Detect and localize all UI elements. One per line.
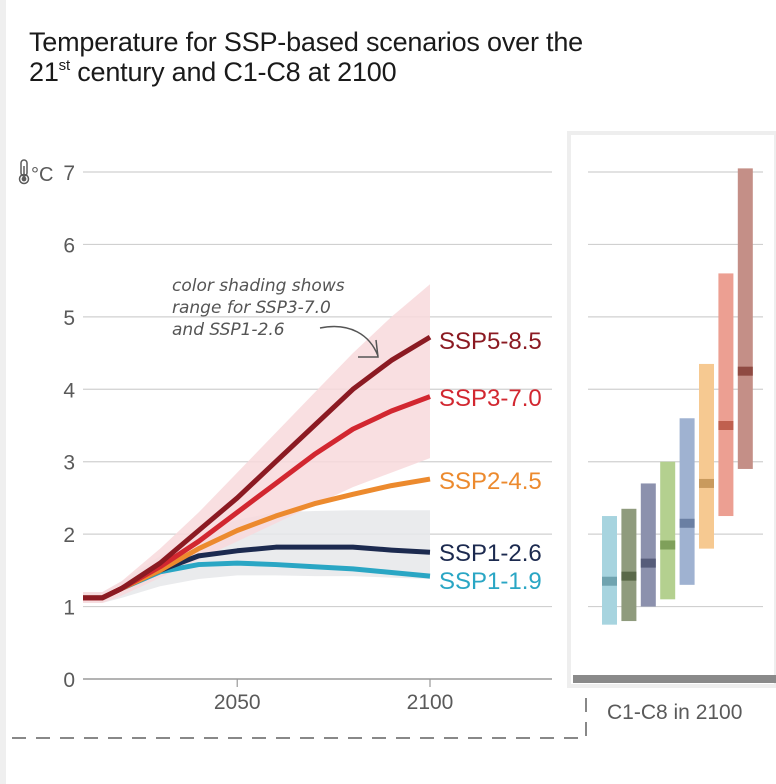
- title-21: 21: [29, 57, 59, 87]
- median-c6: [699, 478, 714, 488]
- y-tick-label: 5: [63, 307, 75, 330]
- series-lines: [83, 334, 432, 601]
- title-line-2: 21st century and C1-C8 at 2100: [29, 57, 583, 87]
- series-label-ssp2-4.5: SSP2-4.5: [439, 468, 542, 495]
- bar-c1: [602, 516, 617, 625]
- series-label-ssp5-8.5: SSP5-8.5: [439, 328, 542, 355]
- y-tick-label: 2: [63, 524, 75, 547]
- y-tick-label: 7: [63, 162, 75, 185]
- x-tick-labels: 2050 2100: [214, 679, 453, 714]
- y-tick-labels: 0 1 2 3 4 5 6 7: [63, 162, 75, 692]
- gridlines: [83, 171, 552, 680]
- y-tick-label: 4: [63, 379, 75, 402]
- title-rest: century and C1-C8 at 2100: [69, 57, 397, 87]
- median-c5: [679, 518, 695, 528]
- shading-bands: [83, 284, 430, 603]
- median-c1: [602, 576, 617, 586]
- series-label-ssp1-1.9: SSP1-1.9: [439, 568, 542, 595]
- series-label-ssp1-2.6: SSP1-2.6: [439, 540, 542, 567]
- band-ssp1-2-6-range: [83, 510, 430, 603]
- right-panel-label: C1-C8 in 2100: [607, 701, 742, 724]
- x-tick-label: 2050: [214, 691, 261, 714]
- bar-c8: [737, 168, 753, 469]
- annotation-line-1: color shading shows: [172, 276, 345, 296]
- annotation: color shading shows range for SSP3-7.0 a…: [172, 276, 379, 358]
- bar-c4: [660, 461, 676, 600]
- title-superscript: st: [58, 57, 70, 74]
- y-tick-label: 3: [63, 452, 75, 475]
- series-line-ssp5-8.5: [83, 334, 432, 601]
- left-edge-bar: [0, 0, 6, 784]
- bar-c2: [621, 508, 637, 622]
- unit-label: °C: [31, 164, 53, 186]
- y-tick-label: 1: [63, 597, 75, 620]
- median-c2: [621, 571, 637, 581]
- annotation-arrowhead-icon: [358, 339, 379, 358]
- annotation-line-3: and SSP1-2.6: [172, 320, 285, 340]
- chart-title: Temperature for SSP-based scenarios over…: [29, 27, 583, 87]
- y-tick-label: 0: [63, 669, 75, 692]
- right-panel-baseline: [573, 675, 776, 683]
- median-c7: [718, 421, 734, 430]
- right-panel-bars: [602, 168, 753, 625]
- annotation-line-2: range for SSP3-7.0: [172, 298, 331, 318]
- series-label-ssp3-7.0: SSP3-7.0: [439, 385, 542, 412]
- x-tick-label: 2100: [407, 691, 454, 714]
- bar-c7: [718, 273, 734, 517]
- bar-c5: [679, 418, 695, 585]
- median-c8: [737, 366, 753, 376]
- y-tick-label: 6: [63, 234, 75, 257]
- bar-c3: [640, 483, 656, 607]
- right-panel-gridlines: [588, 171, 763, 608]
- median-c3: [640, 558, 656, 568]
- thermometer-icon: [18, 159, 30, 185]
- annotation-arrow-icon: [319, 325, 379, 357]
- title-line-1: Temperature for SSP-based scenarios over…: [29, 27, 583, 57]
- median-c4: [660, 540, 676, 550]
- band-ssp3-7-0-range: [83, 284, 430, 603]
- dashed-connector: [12, 690, 587, 739]
- bar-c6: [699, 363, 714, 549]
